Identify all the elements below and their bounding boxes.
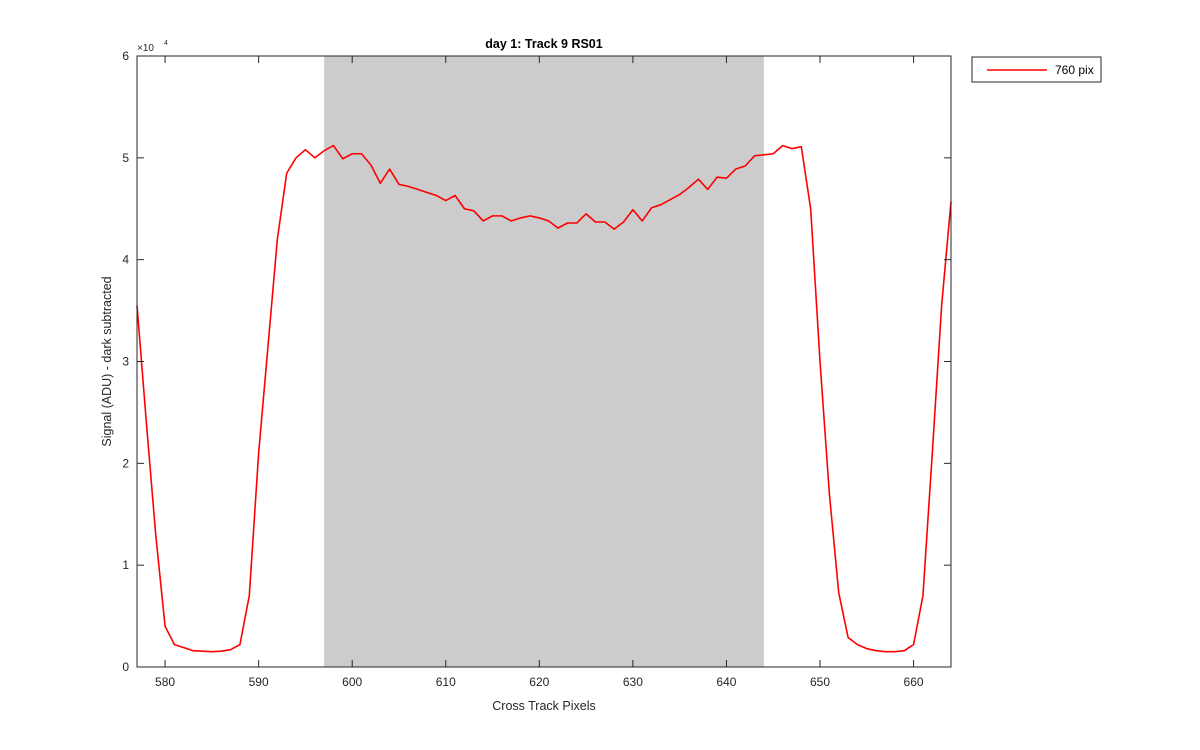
chart-title: day 1: Track 9 RS01 <box>485 37 602 51</box>
y-tick-label: 5 <box>122 151 129 165</box>
y-tick-label: 0 <box>122 660 129 674</box>
x-axis-label: Cross Track Pixels <box>492 699 596 713</box>
x-tick-label: 590 <box>249 675 269 689</box>
y-tick-label: 2 <box>122 456 129 470</box>
shaded-region <box>324 56 764 667</box>
x-tick-label: 610 <box>436 675 456 689</box>
y-tick-label: 1 <box>122 558 129 572</box>
x-tick-label: 630 <box>623 675 643 689</box>
y-axis-label: Signal (ADU) - dark subtracted <box>100 276 114 446</box>
x-axis: 580 590 600 610 620 630 640 650 660 <box>155 56 924 689</box>
y-exponent-base: ×10 <box>137 43 154 54</box>
y-exponent-power: 4 <box>164 40 168 47</box>
y-tick-label: 4 <box>122 253 129 267</box>
x-tick-label: 660 <box>904 675 924 689</box>
x-tick-label: 580 <box>155 675 175 689</box>
y-tick-label: 3 <box>122 355 129 369</box>
x-tick-label: 620 <box>529 675 549 689</box>
x-tick-label: 600 <box>342 675 362 689</box>
legend-entry-label: 760 pix <box>1055 63 1094 77</box>
y-axis: 0 1 2 3 4 5 6 <box>122 49 951 674</box>
data-series-line <box>136 144 952 653</box>
legend: 760 pix <box>971 56 1102 83</box>
x-tick-label: 640 <box>716 675 736 689</box>
x-tick-label: 650 <box>810 675 830 689</box>
y-tick-label: 6 <box>122 49 129 63</box>
